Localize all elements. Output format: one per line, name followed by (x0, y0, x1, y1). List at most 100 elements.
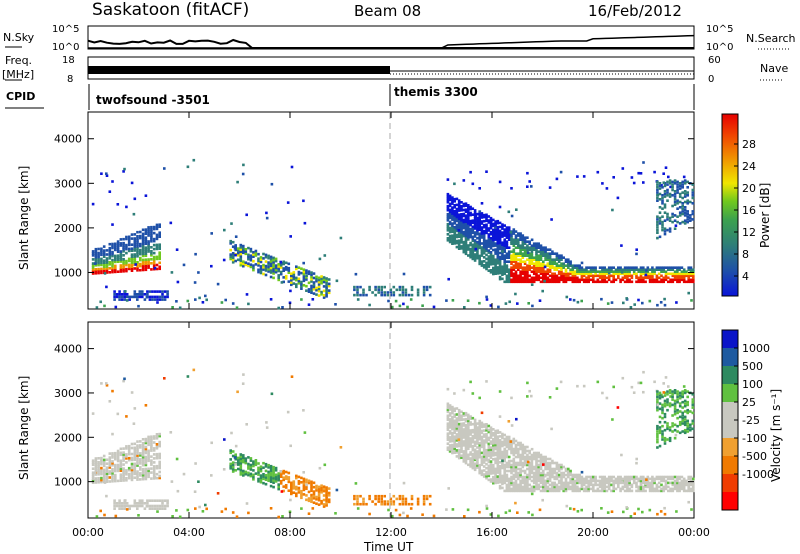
velocity-cell (598, 475, 602, 479)
velocity-cell (482, 433, 486, 436)
velocity-cell (150, 467, 153, 470)
power-cell (91, 272, 95, 275)
power-cell (646, 268, 650, 271)
velocity-cell (116, 455, 120, 459)
power-cell (676, 191, 679, 194)
velocity-cell (269, 471, 273, 475)
power-cell (262, 257, 265, 260)
velocity-cell (147, 469, 150, 473)
velocity-cell (487, 474, 491, 478)
velocity-cell (614, 481, 618, 485)
velocity-cell (108, 466, 112, 469)
power-cell (487, 233, 491, 236)
velocity-cell (152, 473, 156, 476)
velocity-cell (139, 460, 142, 463)
power-cell (569, 278, 572, 282)
velocity-cell (94, 481, 98, 484)
velocity-cell (532, 475, 536, 479)
velocity-cell (453, 441, 456, 444)
velocity-cell (514, 485, 518, 489)
power-cell (136, 245, 139, 248)
velocity-cell (537, 483, 540, 487)
velocity-cell (122, 451, 125, 454)
velocity-cell (103, 513, 106, 517)
power-cell (277, 274, 280, 277)
velocity-cell (460, 416, 463, 420)
velocity-cell (532, 457, 536, 461)
power-cell (501, 265, 504, 268)
power-cell (671, 188, 674, 192)
power-cell (311, 298, 315, 301)
power-cell (686, 199, 689, 202)
power-cell (307, 270, 311, 273)
velocity-cell (473, 458, 477, 462)
velocity-cell (229, 451, 232, 455)
velocity-cell (532, 479, 536, 483)
velocity-cell (658, 391, 662, 395)
velocity-cell (564, 483, 568, 487)
velocity-cell (662, 487, 665, 491)
velocity-cell (676, 479, 679, 483)
power-cell (480, 220, 484, 223)
power-cell (259, 265, 263, 268)
power-cell (122, 250, 125, 253)
power-cell (567, 264, 570, 267)
power-cell (451, 214, 454, 217)
velocity-cell (601, 481, 604, 485)
power-cell (482, 241, 486, 245)
power-cell (462, 230, 466, 234)
power-cell (312, 283, 316, 286)
power-cell (141, 264, 145, 268)
power-cell (492, 266, 495, 270)
power-cell (517, 246, 520, 249)
velocity-cell (105, 476, 109, 479)
velocity-cell (457, 410, 461, 414)
velocity-cell (123, 504, 126, 508)
power-cell (562, 266, 565, 269)
power-cell (494, 268, 497, 271)
velocity-cell (485, 448, 488, 452)
power-cell (485, 241, 488, 245)
velocity-cell (562, 485, 565, 489)
power-cell (560, 276, 563, 280)
nsearch-tick-top: 10^5 (706, 24, 733, 35)
power-cell (648, 278, 652, 282)
velocity-cell (125, 471, 128, 474)
power-cell (630, 268, 634, 271)
velocity-cell (521, 461, 525, 465)
power-cell (229, 248, 232, 252)
power-cell (532, 248, 536, 251)
velocity-cell (687, 489, 690, 493)
power-cell (469, 253, 472, 257)
power-cell (542, 260, 545, 263)
power-cell (507, 210, 511, 214)
velocity-colorbar-block (722, 366, 738, 384)
power-cell (686, 194, 689, 197)
power-cell (141, 258, 145, 262)
power-cell (171, 306, 174, 309)
velocity-cell (514, 501, 517, 505)
power-cell (532, 270, 536, 273)
power-cell (127, 263, 131, 267)
velocity-cell (681, 406, 684, 409)
velocity-cell (539, 477, 543, 481)
power-cell (542, 270, 545, 273)
power-cell (535, 276, 538, 280)
velocity-cell (290, 481, 293, 485)
power-cell (161, 295, 164, 299)
velocity-cell (501, 478, 504, 482)
power-cell (471, 213, 475, 216)
power-cell (523, 270, 527, 273)
velocity-cell (676, 489, 679, 493)
velocity-cell (526, 473, 529, 477)
velocity-cell (139, 444, 142, 447)
velocity-cell (501, 474, 504, 478)
power-cell (119, 244, 123, 247)
velocity-cell (249, 457, 253, 460)
power-cell (680, 272, 684, 276)
power-cell (242, 251, 245, 255)
power-cell (501, 250, 504, 253)
velocity-cell (678, 475, 681, 479)
velocity-cell (130, 391, 134, 394)
velocity-cell (537, 475, 540, 479)
